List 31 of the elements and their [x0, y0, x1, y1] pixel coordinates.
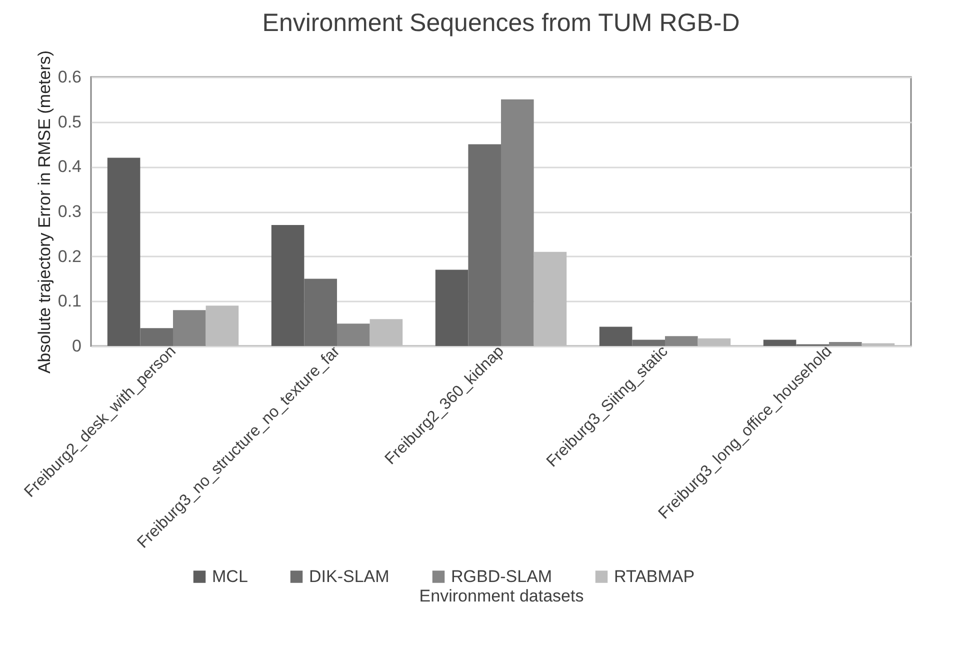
y-tick-label: 0.4 [58, 157, 82, 176]
y-tick-label: 0.3 [58, 202, 82, 221]
bar [337, 324, 370, 346]
bar [271, 224, 304, 346]
legend-label: DIK-SLAM [309, 566, 390, 586]
bar [107, 158, 140, 346]
bar [698, 338, 731, 346]
bar [206, 306, 239, 346]
bar [862, 343, 895, 346]
y-tick-label: 0.6 [58, 68, 82, 86]
y-tick-label: 0.2 [58, 246, 82, 266]
y-tick-label: 0.5 [58, 112, 82, 132]
chart-title: Environment Sequences from TUM RGB-D [262, 8, 740, 37]
bar [632, 340, 665, 346]
bar [501, 99, 534, 346]
bar [829, 342, 862, 346]
bar [173, 310, 206, 346]
bar [370, 319, 403, 346]
legend-label: RTABMAP [614, 566, 695, 586]
x-axis-title: Environment datasets [419, 586, 584, 606]
legend-label: MCL [212, 566, 248, 586]
bar [435, 270, 468, 346]
bar [468, 144, 501, 346]
bar [763, 340, 796, 346]
bar [140, 328, 173, 346]
legend-label: RGBD-SLAM [451, 566, 552, 586]
bar [599, 326, 632, 346]
y-tick-label: 0.1 [58, 292, 82, 311]
bar [304, 278, 337, 346]
bar [534, 252, 567, 346]
bar [665, 336, 698, 346]
